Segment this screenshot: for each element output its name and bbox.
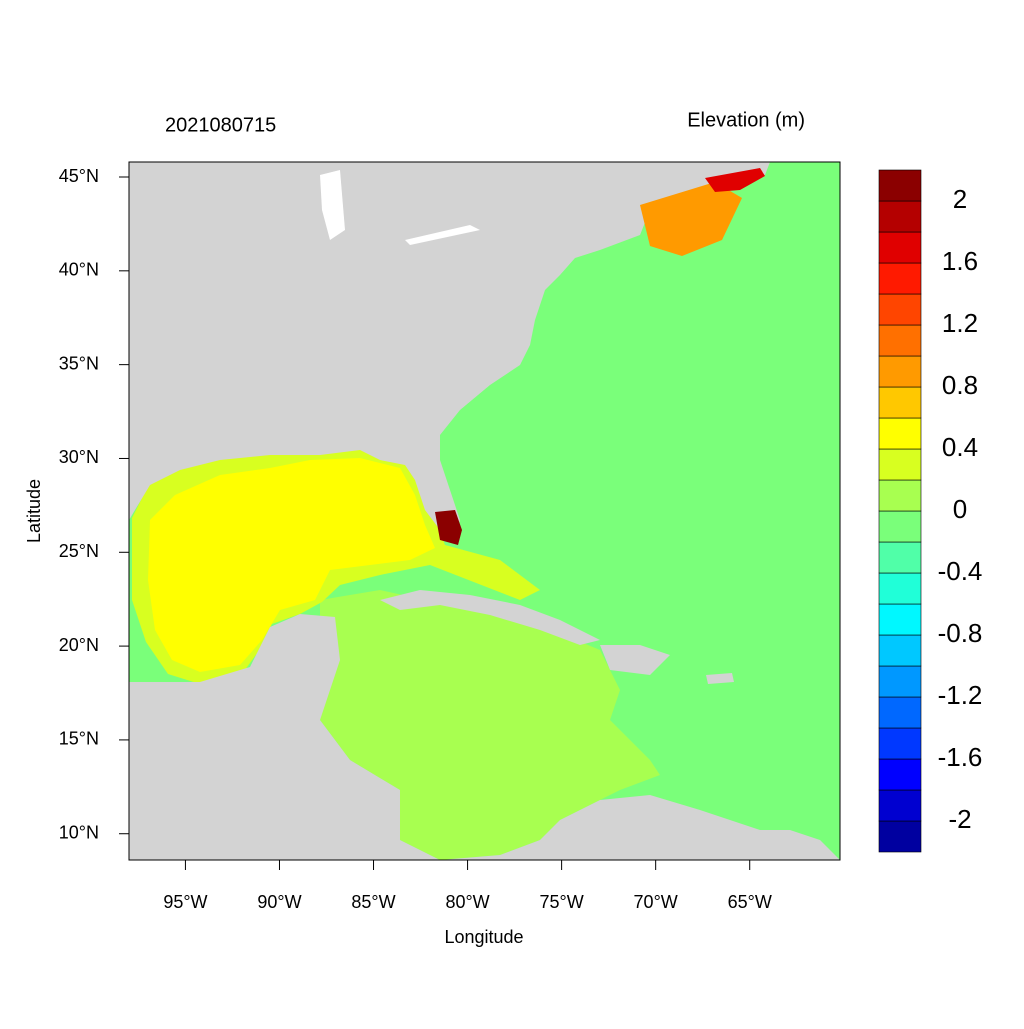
colorbar-box: [878, 634, 922, 667]
y-tick-label: 25°N: [59, 541, 99, 561]
colorbar-label: -2: [948, 804, 971, 834]
hispaniola: [600, 645, 670, 675]
x-tick-label: 80°W: [445, 892, 489, 912]
y-axis-label: Latitude: [24, 479, 44, 543]
colorbar-box: [878, 293, 922, 326]
colorbar-label: -1.2: [938, 680, 983, 710]
colorbar-box: [878, 603, 922, 636]
map-title: 2021080715: [165, 114, 276, 136]
colorbar-box: [878, 448, 922, 481]
gulf-of-mexico: [148, 458, 435, 672]
legend-title: Elevation (m): [687, 109, 805, 131]
south-florida: [435, 510, 462, 545]
colorbar-label: 0.8: [942, 370, 978, 400]
lake-erie: [405, 225, 480, 245]
colorbar-box: [878, 789, 922, 822]
colorbar-box: [878, 200, 922, 233]
y-tick-label: 15°N: [59, 729, 99, 749]
colorbar-box: [878, 231, 922, 264]
colorbar-label: -0.8: [938, 618, 983, 648]
colorbar-label: 2: [953, 184, 967, 214]
x-tick-label: 85°W: [351, 892, 395, 912]
y-tick-label: 20°N: [59, 635, 99, 655]
puerto-rico: [706, 673, 734, 684]
plot-frame: [128, 161, 841, 861]
x-tick-label: 65°W: [728, 892, 772, 912]
bay-of-fundy: [705, 168, 765, 192]
colorbar-box: [878, 355, 922, 388]
central-america: [129, 614, 440, 860]
colorbar-label: 1.6: [942, 246, 978, 276]
great-lakes: [320, 170, 345, 240]
colorbar-box: [878, 665, 922, 698]
colorbar-box: [878, 820, 922, 853]
north-america: [129, 162, 770, 540]
colorbar-label: -0.4: [938, 556, 983, 586]
colorbar-box: [878, 262, 922, 295]
colorbar-box: [878, 510, 922, 543]
y-tick-label: 40°N: [59, 260, 99, 280]
x-tick-label: 90°W: [257, 892, 301, 912]
x-tick-label: 75°W: [540, 892, 584, 912]
colorbar-label: 0: [953, 494, 967, 524]
x-axis-label: Longitude: [444, 927, 523, 947]
x-tick-label: 70°W: [634, 892, 678, 912]
cuba: [380, 590, 600, 645]
gulf-of-maine: [640, 182, 742, 256]
y-tick-label: 35°N: [59, 353, 99, 373]
colorbar-box: [878, 727, 922, 760]
colorbar-box: [878, 417, 922, 450]
colorbar-label: 1.2: [942, 308, 978, 338]
colorbar-label: 0.4: [942, 432, 978, 462]
colorbar-box: [878, 169, 922, 202]
map-area: [129, 162, 840, 860]
caribbean-sea: [320, 590, 660, 860]
x-tick-label: 95°W: [163, 892, 207, 912]
colorbar-box: [878, 479, 922, 512]
y-tick-label: 30°N: [59, 447, 99, 467]
colorbar-box: [878, 386, 922, 419]
colorbar-box: [878, 758, 922, 791]
colorbar-box: [878, 696, 922, 729]
colorbar-label: -1.6: [938, 742, 983, 772]
y-tick-label: 45°N: [59, 166, 99, 186]
colorbar-box: [878, 572, 922, 605]
y-tick-label: 10°N: [59, 822, 99, 842]
colorbar-box: [878, 324, 922, 357]
colorbar-box: [878, 541, 922, 574]
south-america: [440, 795, 840, 860]
